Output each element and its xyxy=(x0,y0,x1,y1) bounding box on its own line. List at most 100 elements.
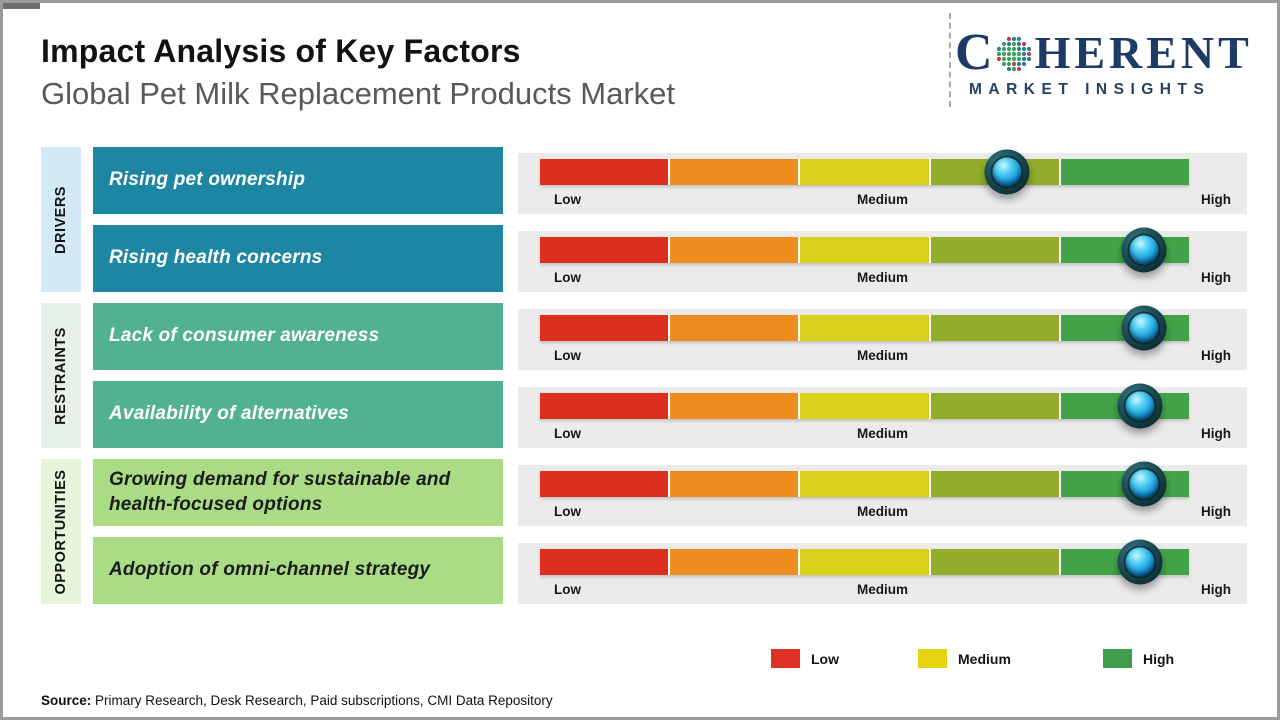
factor-label: Availability of alternatives xyxy=(109,403,350,425)
factor-label-box: Availability of alternatives xyxy=(93,381,503,448)
scale-segment-mid-high xyxy=(930,237,1059,263)
scale-tick-medium: Medium xyxy=(856,348,909,363)
legend-swatch-low xyxy=(771,649,800,668)
corner-accent xyxy=(3,3,40,9)
section-restraints: RESTRAINTS Lack of consumer awareness xyxy=(41,303,1247,448)
legend-label-low: Low xyxy=(811,650,839,667)
scale-tick-low: Low xyxy=(554,426,581,441)
scale-segment-low xyxy=(540,393,669,419)
factor-row: Lack of consumer awareness Low Medium xyxy=(93,303,1247,370)
scale-segment-low-mid xyxy=(670,471,799,497)
scale-segment-low-mid xyxy=(670,393,799,419)
factor-label: Rising health concerns xyxy=(109,247,323,269)
impact-gradient-bar xyxy=(540,539,1190,585)
scale-tick-medium: Medium xyxy=(856,270,909,285)
scale-segment-mid-high xyxy=(930,549,1059,575)
legend-label-high: High xyxy=(1143,650,1175,667)
impact-analysis-grid: DRIVERS Rising pet ownership xyxy=(41,147,1247,604)
factor-label: Lack of consumer awareness xyxy=(109,325,380,347)
scale-segment-medium xyxy=(800,237,929,263)
factor-label: Rising pet ownership xyxy=(109,169,306,191)
logo-letter-c: C xyxy=(955,24,993,81)
impact-gradient-bar xyxy=(540,461,1190,507)
scale-segment-low xyxy=(540,159,669,185)
scale-tick-high: High xyxy=(1201,192,1231,207)
logo-tagline: MARKET INSIGHTS xyxy=(969,81,1211,98)
factor-label-box: Growing demand for sustainable and healt… xyxy=(93,459,503,526)
factor-label-box: Lack of consumer awareness xyxy=(93,303,503,370)
impact-marker[interactable] xyxy=(1117,539,1163,585)
scale-tick-low: Low xyxy=(554,270,581,285)
scale-segment-medium xyxy=(800,549,929,575)
factor-row: Growing demand for sustainable and healt… xyxy=(93,459,1247,526)
section-label-opportunities: OPPORTUNITIES xyxy=(53,469,69,594)
logo-wordmark: C HERENT xyxy=(955,27,1255,79)
factor-row: Adoption of omni-channel strategy Low xyxy=(93,537,1247,604)
scale-tick-low: Low xyxy=(554,582,581,597)
scale-segment-low xyxy=(540,315,669,341)
impact-gradient-bar xyxy=(540,227,1190,273)
header: Impact Analysis of Key Factors Global Pe… xyxy=(41,33,675,112)
scale-tick-high: High xyxy=(1201,582,1231,597)
scale-segment-medium xyxy=(800,471,929,497)
impact-bar-panel: Low Medium High xyxy=(518,305,1247,370)
scale-segment-low-mid xyxy=(670,237,799,263)
scale-tick-medium: Medium xyxy=(856,504,909,519)
impact-marker[interactable] xyxy=(1121,227,1167,273)
scale-tick-medium: Medium xyxy=(856,192,909,207)
impact-marker[interactable] xyxy=(1117,383,1163,429)
logo-divider xyxy=(949,13,951,107)
scale-tick-high: High xyxy=(1201,426,1231,441)
factor-label-box: Adoption of omni-channel strategy xyxy=(93,537,503,604)
scale-tick-low: Low xyxy=(554,348,581,363)
scale-segment-low xyxy=(540,471,669,497)
company-logo: C HERENT MARKET INSIGHTS xyxy=(955,27,1255,99)
scale-segment-high xyxy=(1060,159,1190,185)
scale-tick-medium: Medium xyxy=(856,426,909,441)
page-title: Impact Analysis of Key Factors xyxy=(41,33,521,69)
impact-bar-panel: Low Medium High xyxy=(518,227,1247,292)
scale-segment-low-mid xyxy=(670,549,799,575)
scale-segment-mid-high xyxy=(930,315,1059,341)
legend-item-low: Low xyxy=(771,649,839,668)
section-drivers: DRIVERS Rising pet ownership xyxy=(41,147,1247,292)
legend-item-high: High xyxy=(1103,649,1174,668)
scale-segment-medium xyxy=(800,159,929,185)
legend-swatch-medium xyxy=(918,649,947,668)
factor-row: Availability of alternatives Low Mediu xyxy=(93,381,1247,448)
scale-segment-low xyxy=(540,549,669,575)
scale-segment-mid-high xyxy=(930,393,1059,419)
factor-label-box: Rising health concerns xyxy=(93,225,503,292)
scale-tick-high: High xyxy=(1201,270,1231,285)
logo-letters-herent: HERENT xyxy=(1034,27,1253,78)
scale-segment-medium xyxy=(800,315,929,341)
impact-marker[interactable] xyxy=(984,149,1030,195)
impact-bar-panel: Low Medium High xyxy=(518,149,1247,214)
section-strip-restraints: RESTRAINTS xyxy=(41,303,81,448)
impact-bar-panel: Low Medium High xyxy=(518,383,1247,448)
impact-bar-panel: Low Medium High xyxy=(518,461,1247,526)
section-label-restraints: RESTRAINTS xyxy=(53,326,69,425)
section-label-drivers: DRIVERS xyxy=(53,185,69,254)
source-label: Source: xyxy=(41,693,92,708)
impact-marker[interactable] xyxy=(1121,461,1167,507)
source-text: Primary Research, Desk Research, Paid su… xyxy=(91,693,553,708)
scale-tick-high: High xyxy=(1201,348,1231,363)
scale-segment-low-mid xyxy=(670,159,799,185)
section-strip-opportunities: OPPORTUNITIES xyxy=(41,459,81,604)
scale-segment-low xyxy=(540,237,669,263)
scale-segment-medium xyxy=(800,393,929,419)
page-subtitle: Global Pet Milk Replacement Products Mar… xyxy=(41,76,676,111)
scale-segment-low-mid xyxy=(670,315,799,341)
legend-swatch-high xyxy=(1103,649,1132,668)
impact-bar-panel: Low Medium High xyxy=(518,539,1247,604)
scale-segment-mid-high xyxy=(930,471,1059,497)
scale-tick-low: Low xyxy=(554,504,581,519)
scale-tick-high: High xyxy=(1201,504,1231,519)
factor-label: Growing demand for sustainable and healt… xyxy=(109,468,451,515)
legend-label-medium: Medium xyxy=(958,650,1011,667)
impact-marker[interactable] xyxy=(1121,305,1167,351)
source-note: Source: Primary Research, Desk Research,… xyxy=(41,693,553,708)
factor-row: Rising pet ownership Low Medium xyxy=(93,147,1247,214)
